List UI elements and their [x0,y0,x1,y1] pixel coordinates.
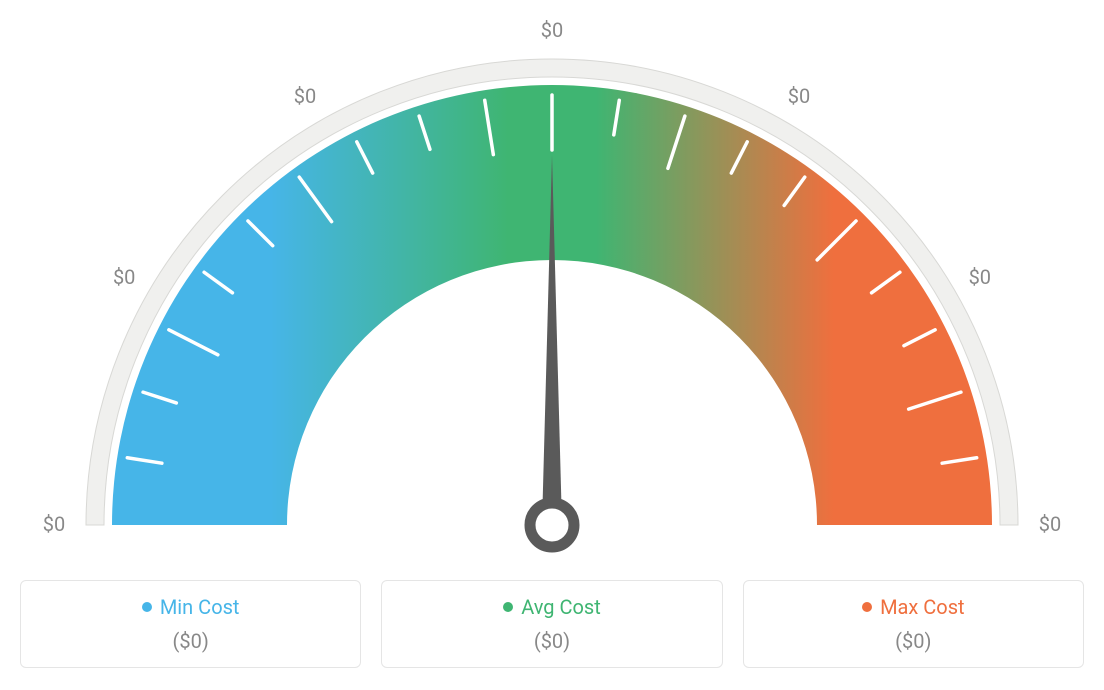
legend-header-min: Min Cost [142,595,240,619]
gauge-tick-label: $0 [294,84,316,108]
legend-label-avg: Avg Cost [521,595,601,619]
legend-value-avg: ($0) [534,629,570,653]
gauge-svg-wrapper: $0 $0 $0 $0 $0 $0 $0 [20,20,1084,560]
legend-dot-min [142,602,152,612]
gauge-needle-pivot [530,503,574,547]
legend-card-min: Min Cost ($0) [20,580,361,668]
legend-label-max: Max Cost [880,595,965,619]
gauge-tick-label: $0 [541,20,563,42]
legend-card-avg: Avg Cost ($0) [381,580,722,668]
gauge-tick-label: $0 [43,512,65,536]
gauge-tick-label: $0 [113,265,135,289]
legend-label-min: Min Cost [160,595,240,619]
gauge-svg: $0 $0 $0 $0 $0 $0 $0 [20,20,1084,560]
gauge-tick-label: $0 [1039,512,1061,536]
legend-card-max: Max Cost ($0) [743,580,1084,668]
legend-dot-avg [503,602,513,612]
gauge-tick-label: $0 [969,265,991,289]
gauge-tick-label: $0 [788,84,810,108]
legend-value-min: ($0) [173,629,209,653]
legend-header-max: Max Cost [862,595,965,619]
legend-dot-max [862,602,872,612]
legend-header-avg: Avg Cost [503,595,601,619]
legend-value-max: ($0) [895,629,931,653]
gauge-chart: $0 $0 $0 $0 $0 $0 $0 Min Cost ($0) Avg Cost ($… [20,20,1084,668]
legend-row: Min Cost ($0) Avg Cost ($0) Max Cost ($0… [20,580,1084,668]
